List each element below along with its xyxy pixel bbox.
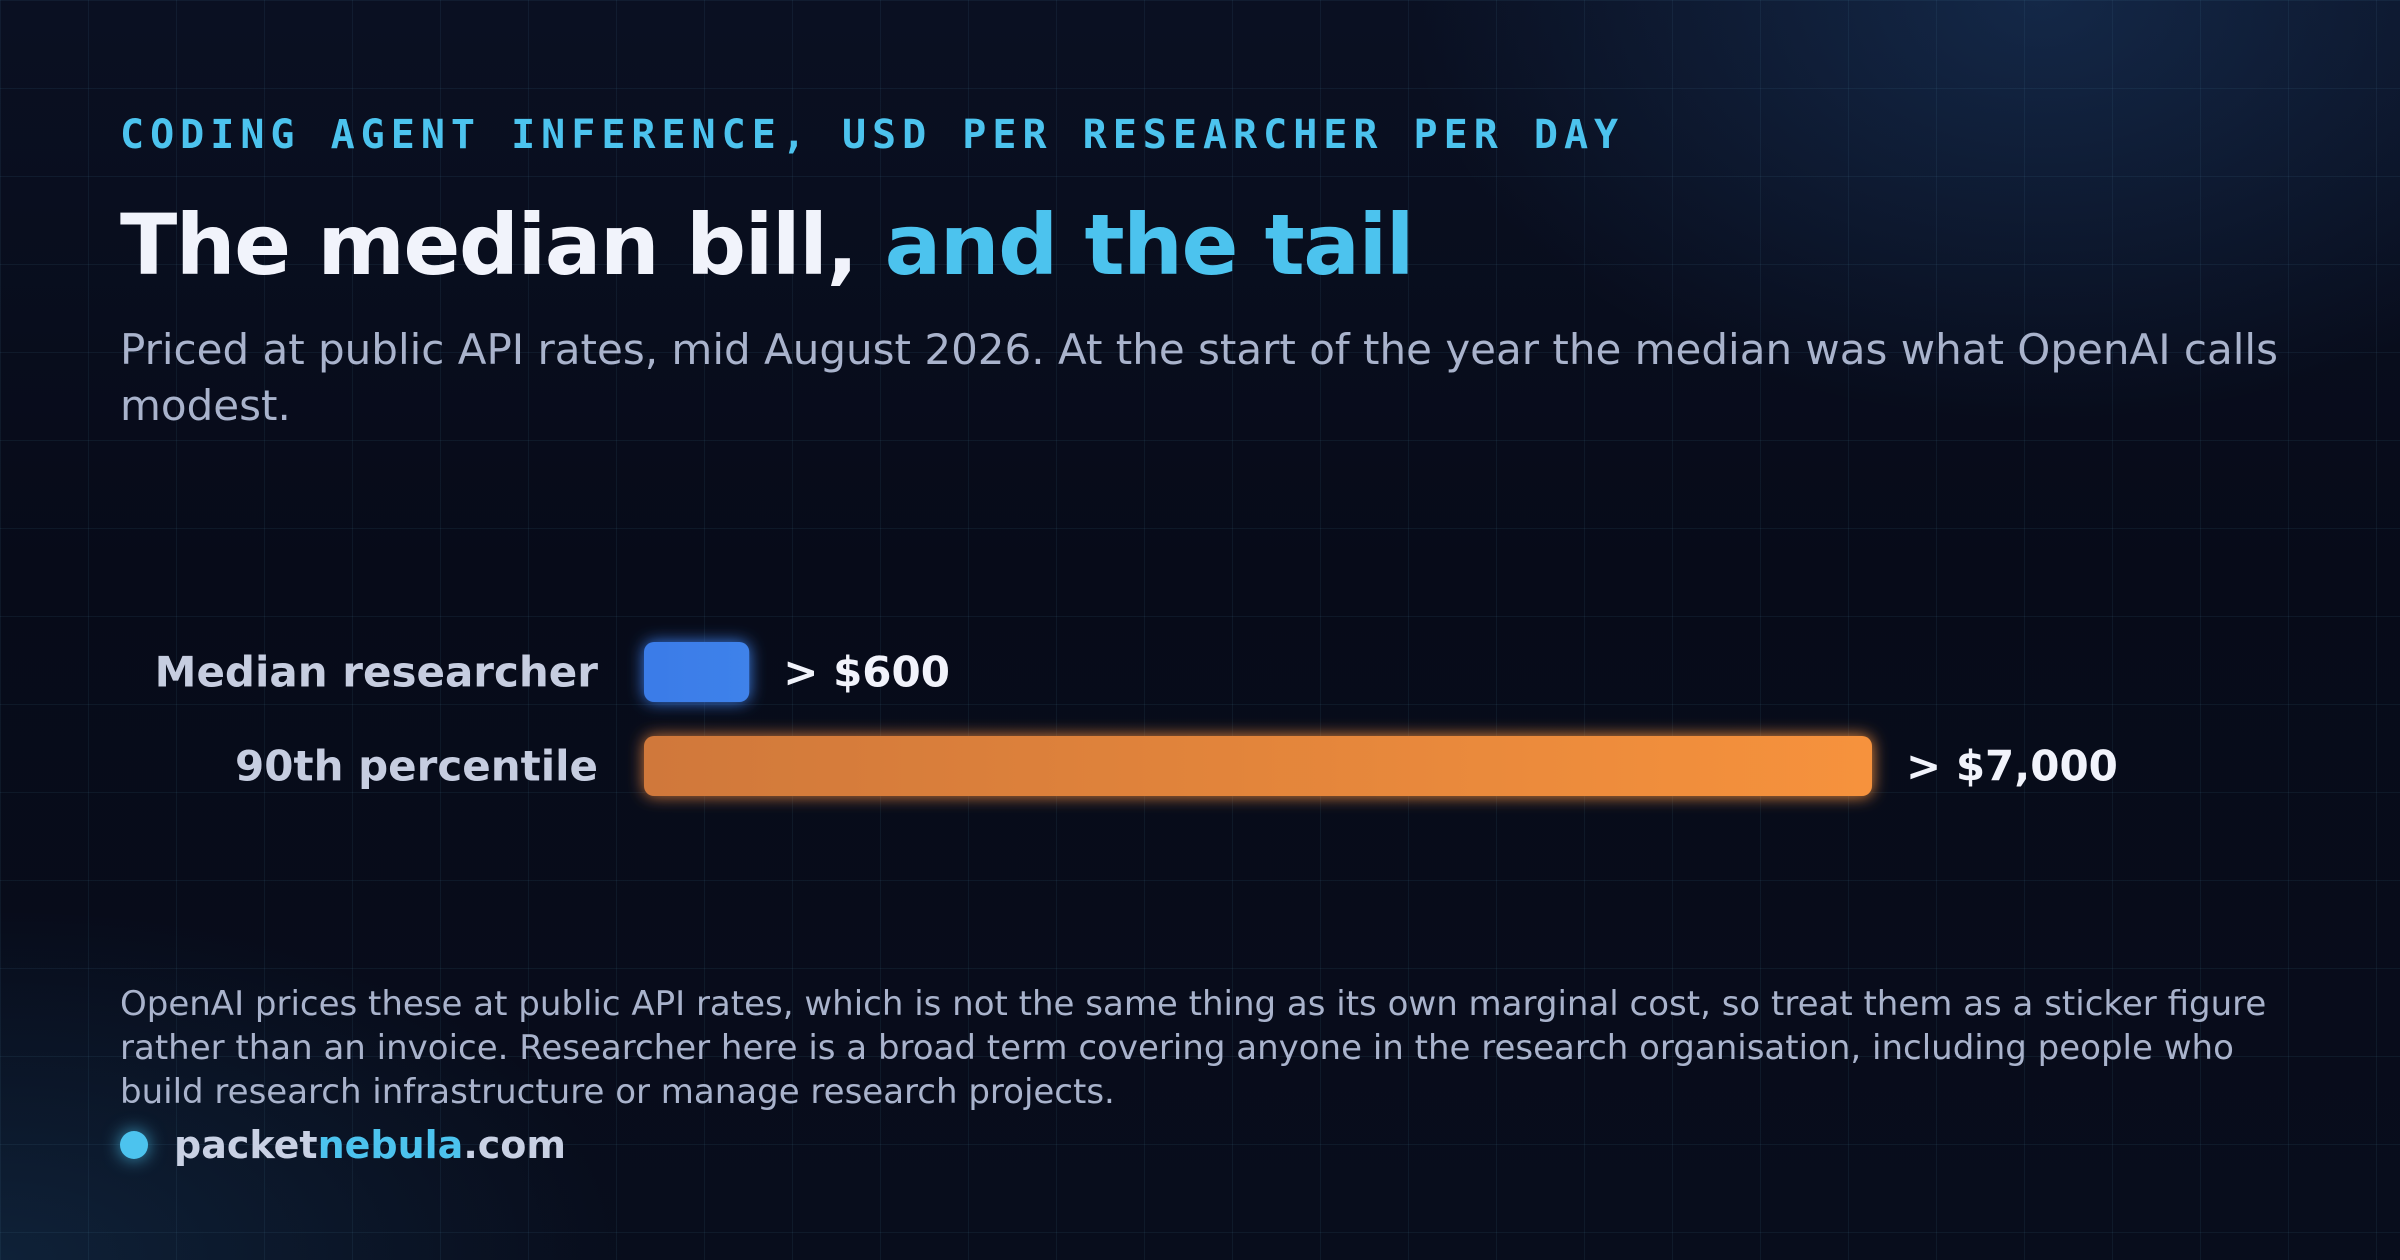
- title-main: The median bill,: [120, 196, 885, 294]
- brand-middle: nebula: [317, 1123, 464, 1167]
- category-label-90th-percentile: 90th percentile: [235, 742, 598, 791]
- brand-prefix: packet: [174, 1123, 318, 1167]
- bar-chart-svg: Median researcher > $600 90th percentile > …: [155, 642, 2118, 796]
- value-label-median-researcher: > $600: [783, 648, 950, 697]
- brand-dot-icon: [120, 1131, 148, 1159]
- chart-eyebrow: CODING AGENT INFERENCE, USD PER RESEARCH…: [120, 112, 1625, 158]
- category-label-median-researcher: Median researcher: [155, 648, 599, 697]
- value-label-90th-percentile: > $7,000: [1906, 742, 2118, 791]
- chart-title: The median bill, and the tail: [120, 196, 1415, 294]
- footnote: OpenAI prices these at public API rates,…: [120, 984, 2267, 1112]
- brand-suffix: .com: [463, 1123, 566, 1167]
- bar-median-researcher: [644, 642, 750, 702]
- bar-chart: Median researcher > $600 90th percentile > …: [0, 600, 2400, 840]
- title-accent: and the tail: [884, 196, 1415, 294]
- brand-url: packetnebula.com: [174, 1123, 566, 1167]
- brand-footer: packetnebula.com: [120, 1120, 566, 1170]
- chart-subtitle: Priced at public API rates, mid August 2…: [120, 325, 2278, 430]
- bar-90th-percentile: [644, 736, 1872, 796]
